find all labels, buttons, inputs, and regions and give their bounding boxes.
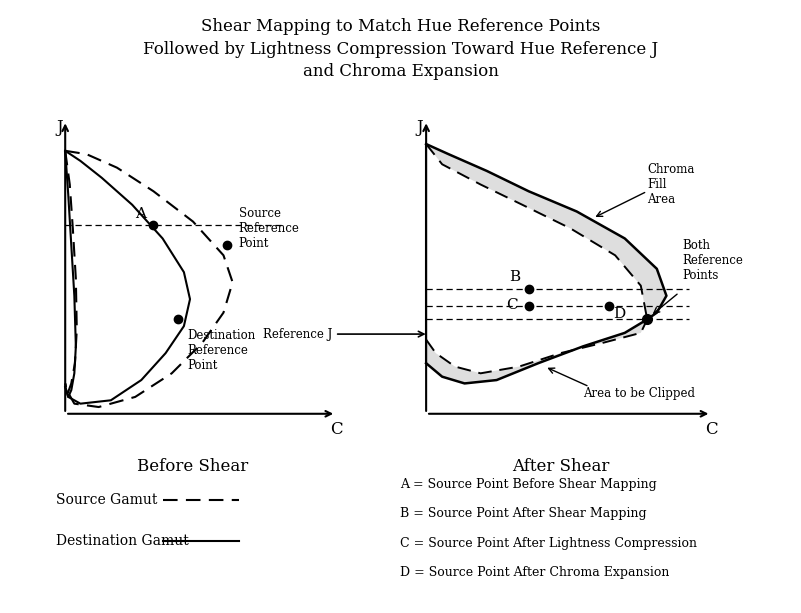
Text: C: C <box>705 421 718 438</box>
Text: Shear Mapping to Match Hue Reference Points
Followed by Lightness Compression To: Shear Mapping to Match Hue Reference Poi… <box>143 18 658 80</box>
Text: After Shear: After Shear <box>512 457 610 474</box>
Text: J: J <box>56 119 62 135</box>
Text: B: B <box>509 270 521 284</box>
Text: Area to be Clipped: Area to be Clipped <box>583 387 695 400</box>
Text: C: C <box>330 421 343 438</box>
Text: Source Gamut: Source Gamut <box>56 493 158 506</box>
Text: Chroma
Fill
Area: Chroma Fill Area <box>647 163 694 206</box>
Text: D = Source Point After Chroma Expansion: D = Source Point After Chroma Expansion <box>400 566 670 579</box>
Text: Reference J: Reference J <box>263 327 332 341</box>
Text: C = Source Point After Lightness Compression: C = Source Point After Lightness Compres… <box>400 536 698 550</box>
Text: Destination Gamut: Destination Gamut <box>56 534 189 548</box>
Text: Source
Reference
Point: Source Reference Point <box>239 207 300 250</box>
Text: B = Source Point After Shear Mapping: B = Source Point After Shear Mapping <box>400 507 647 520</box>
Text: A: A <box>135 207 147 221</box>
Text: A = Source Point Before Shear Mapping: A = Source Point Before Shear Mapping <box>400 478 658 491</box>
Text: Before Shear: Before Shear <box>138 457 248 474</box>
Text: J: J <box>417 119 423 135</box>
Polygon shape <box>426 144 666 319</box>
Polygon shape <box>426 319 647 384</box>
Text: C: C <box>506 299 518 312</box>
Text: D: D <box>614 306 626 321</box>
Text: Destination
Reference
Point: Destination Reference Point <box>187 330 256 373</box>
Text: Both
Reference
Points: Both Reference Points <box>682 239 743 282</box>
